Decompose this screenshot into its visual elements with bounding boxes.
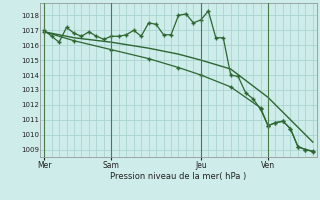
X-axis label: Pression niveau de la mer( hPa ): Pression niveau de la mer( hPa ) (110, 172, 247, 181)
